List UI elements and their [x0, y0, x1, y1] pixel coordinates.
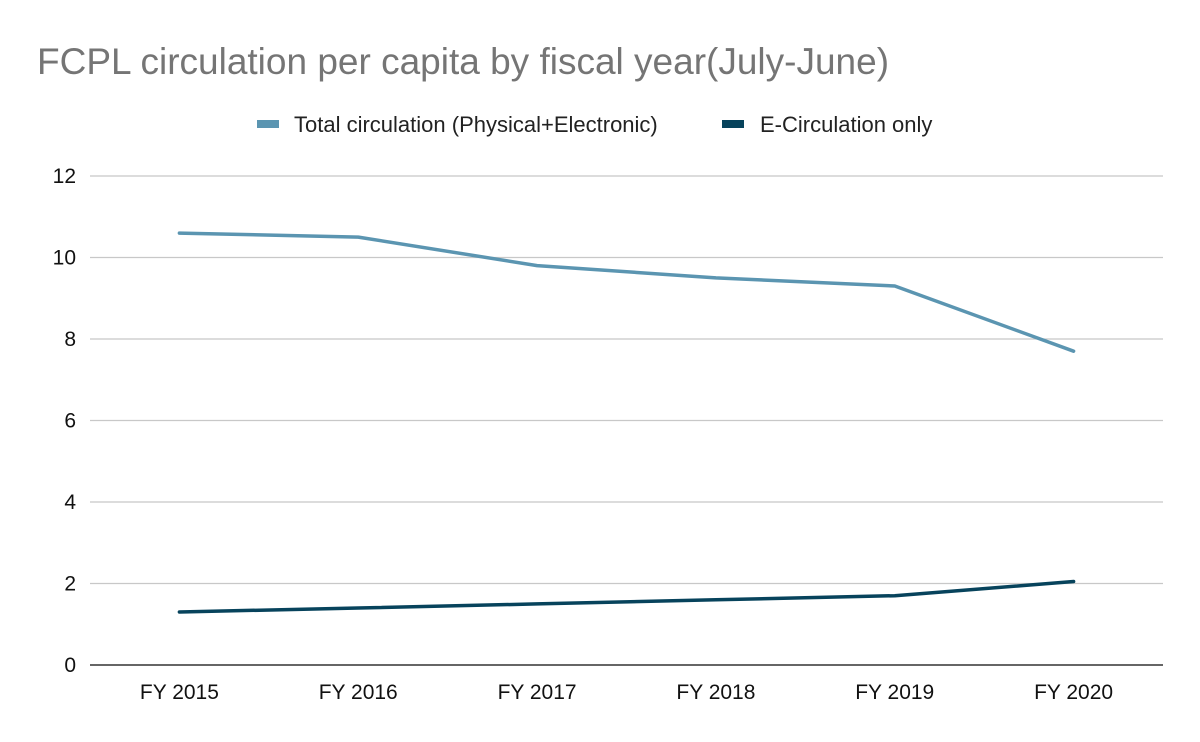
- y-tick-label: 4: [64, 491, 76, 514]
- x-tick-label: FY 2015: [140, 681, 219, 704]
- y-tick-label: 6: [64, 410, 76, 433]
- x-tick-label: FY 2017: [498, 681, 577, 704]
- series-line-e-circulation: [177, 579, 1076, 614]
- legend-swatch-total: [257, 120, 279, 128]
- y-axis-tick-labels: 0 2 4 6 8 10 12: [53, 165, 77, 677]
- chart-title: FCPL circulation per capita by fiscal ye…: [37, 41, 889, 82]
- series-lines: [177, 231, 1076, 614]
- legend-swatch-ecirc: [722, 120, 744, 128]
- legend-label-ecirc: E-Circulation only: [760, 112, 932, 137]
- gridlines: [90, 175, 1163, 585]
- y-tick-label: 10: [53, 247, 76, 270]
- legend-item-ecirc: E-Circulation only: [722, 112, 932, 137]
- y-tick-label: 2: [64, 573, 76, 596]
- y-tick-label: 0: [64, 654, 76, 677]
- x-tick-label: FY 2019: [855, 681, 934, 704]
- legend-item-total: Total circulation (Physical+Electronic): [257, 112, 658, 137]
- x-axis-tick-labels: FY 2015 FY 2016 FY 2017 FY 2018 FY 2019 FY 20…: [140, 681, 1113, 704]
- legend-label-total: Total circulation (Physical+Electronic): [294, 112, 658, 137]
- series-line-total-circulation: [177, 231, 1076, 353]
- x-tick-label: FY 2020: [1034, 681, 1113, 704]
- y-tick-label: 12: [53, 165, 76, 188]
- x-tick-label: FY 2018: [676, 681, 755, 704]
- legend: Total circulation (Physical+Electronic) …: [257, 112, 932, 137]
- x-tick-label: FY 2016: [319, 681, 398, 704]
- y-tick-label: 8: [64, 328, 76, 351]
